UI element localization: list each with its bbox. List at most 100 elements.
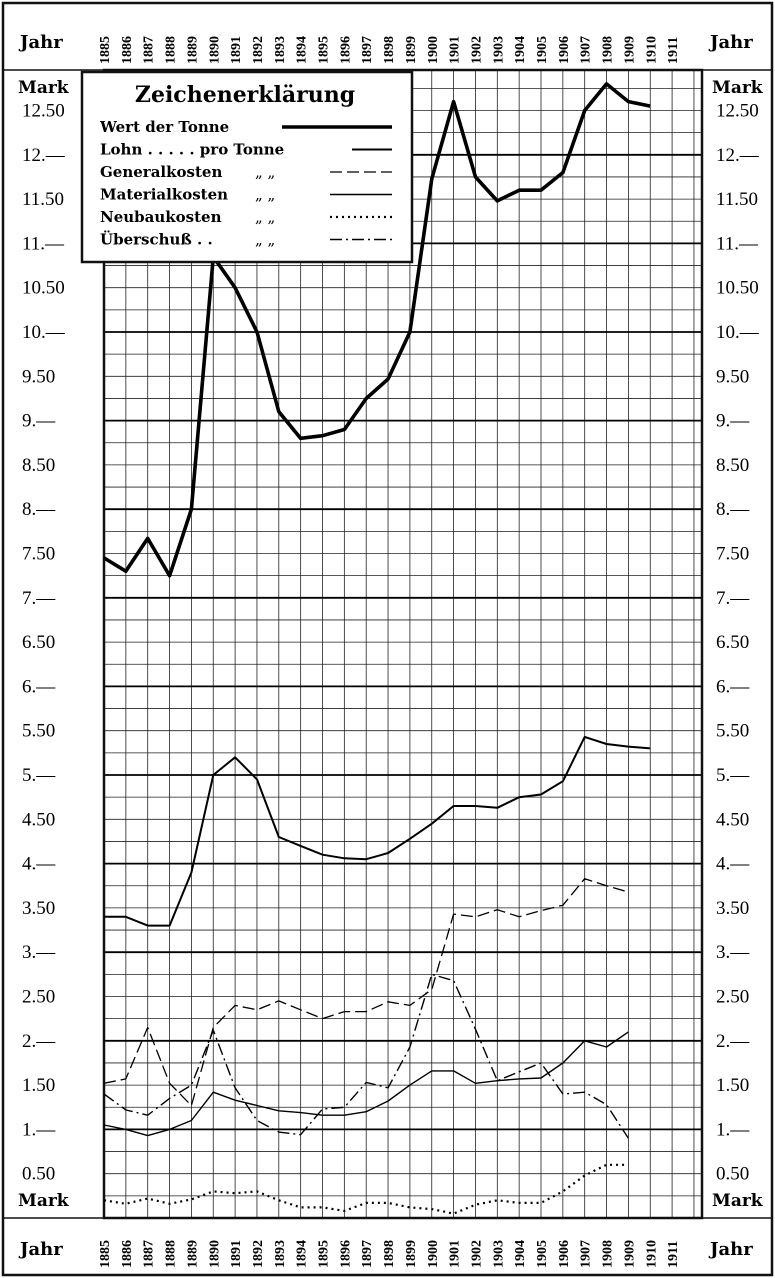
x-tick-label-top: 1894	[295, 36, 310, 64]
x-tick-label-bottom: 1907	[579, 1240, 594, 1268]
y-tick-label-left: 2.—	[22, 1031, 56, 1052]
y-tick-label-right: 2.50	[716, 987, 749, 1008]
y-tick-label-right: 11.50	[716, 189, 758, 210]
x-tick-label-bottom: 1887	[142, 1240, 157, 1268]
x-tick-label-top: 1898	[382, 36, 397, 64]
y-tick-label-right: 4.—	[716, 854, 750, 875]
y-tick-label-left: 10.50	[22, 278, 65, 299]
x-tick-label-bottom: 1903	[491, 1240, 506, 1268]
y-tick-label-left: 11.50	[22, 189, 64, 210]
y-tick-label-right: 9.50	[716, 366, 749, 387]
y-tick-label-left: 10.—	[22, 322, 66, 343]
legend-entry-label: Lohn . . . . . pro Tonne	[100, 141, 284, 159]
y-label-bottom-left: Mark	[18, 1191, 70, 1211]
y-label-top-right: Mark	[712, 78, 764, 98]
legend-box	[80, 70, 414, 264]
x-tick-label-top: 1903	[491, 36, 506, 64]
series-line-2	[103, 878, 629, 1107]
x-tick-label-top: 1902	[469, 36, 484, 64]
x-tick-label-top: 1890	[207, 36, 222, 64]
x-tick-label-bottom: 1906	[557, 1240, 572, 1268]
y-label-top-left: Mark	[18, 78, 70, 98]
x-tick-label-top: 1909	[622, 36, 637, 64]
x-tick-label-top: 1892	[251, 36, 266, 64]
y-tick-label-left: 3.50	[22, 898, 55, 919]
legend-entry-unit: „ „	[255, 186, 275, 204]
y-tick-label-right: 9.—	[716, 411, 750, 432]
x-tick-label-top: 1887	[142, 36, 157, 64]
x-tick-label-top: 1901	[448, 36, 463, 64]
y-tick-label-right: 5.—	[716, 765, 750, 786]
y-tick-label-right: 5.50	[716, 721, 749, 742]
y-tick-label-left: 6.50	[22, 632, 55, 653]
y-tick-label-right: 2.—	[716, 1031, 750, 1052]
x-tick-label-bottom: 1908	[601, 1240, 616, 1268]
y-tick-label-right: 1.50	[716, 1075, 749, 1096]
y-tick-label-right: 6.50	[716, 632, 749, 653]
y-tick-label-right: 7.—	[716, 588, 750, 609]
y-tick-label-right: 11.—	[716, 233, 759, 254]
y-tick-label-right: 3.—	[716, 942, 750, 963]
x-tick-label-top: 1907	[579, 36, 594, 64]
series-line-5	[103, 973, 629, 1139]
x-tick-label-bottom: 1905	[535, 1240, 550, 1268]
x-tick-label-bottom: 1885	[98, 1240, 113, 1268]
y-tick-label-left: 7.—	[22, 588, 56, 609]
x-tick-label-bottom: 1911	[666, 1241, 681, 1268]
x-tick-label-top: 1888	[164, 36, 179, 64]
x-label-bottom-right: Jahr	[708, 1239, 753, 1260]
y-tick-label-left: 8.—	[22, 499, 56, 520]
x-tick-label-top: 1886	[120, 36, 135, 64]
x-label-bottom-left: Jahr	[18, 1239, 63, 1260]
x-tick-label-bottom: 1891	[229, 1240, 244, 1268]
x-tick-label-top: 1910	[644, 36, 659, 64]
y-tick-label-left: 4.50	[22, 809, 55, 830]
legend-entry-label: Neubaukosten	[100, 208, 222, 226]
x-tick-label-bottom: 1910	[644, 1240, 659, 1268]
y-tick-label-left: 9.—	[22, 411, 56, 432]
x-tick-label-top: 1905	[535, 36, 550, 64]
x-label-top-right: Jahr	[708, 32, 753, 53]
x-tick-label-bottom: 1904	[513, 1240, 528, 1268]
series-line-4	[103, 1163, 629, 1215]
x-tick-label-top: 1889	[185, 36, 200, 64]
y-tick-label-right: 8.—	[716, 499, 750, 520]
y-tick-label-left: 5.—	[22, 765, 56, 786]
x-tick-label-bottom: 1888	[164, 1240, 179, 1268]
y-label-bottom-right: Mark	[712, 1191, 764, 1211]
legend-entry-unit: „ „	[255, 231, 275, 249]
x-tick-label-top: 1899	[404, 36, 419, 64]
y-tick-label-right: 8.50	[716, 455, 749, 476]
y-tick-label-left: 5.50	[22, 721, 55, 742]
x-tick-label-bottom: 1892	[251, 1240, 266, 1268]
x-tick-label-bottom: 1893	[273, 1240, 288, 1268]
legend-entry-label: Überschuß . .	[100, 230, 213, 249]
x-tick-label-bottom: 1894	[295, 1240, 310, 1268]
y-tick-label-left: 4.—	[22, 854, 56, 875]
y-tick-label-left: 1.50	[22, 1075, 55, 1096]
y-tick-label-left: 8.50	[22, 455, 55, 476]
legend-entry-label: Materialkosten	[100, 186, 228, 204]
x-tick-label-top: 1897	[360, 36, 375, 64]
x-tick-label-top: 1900	[426, 36, 441, 64]
x-tick-label-bottom: 1897	[360, 1240, 375, 1268]
series-line-1	[104, 735, 651, 927]
legend-entry-label: Generalkosten	[100, 163, 222, 181]
x-tick-label-bottom: 1901	[448, 1240, 463, 1268]
legend-entry-unit: „ „	[255, 163, 275, 181]
x-tick-label-bottom: 1895	[317, 1240, 332, 1268]
x-tick-label-bottom: 1889	[185, 1240, 200, 1268]
y-tick-label-left: 1.—	[22, 1119, 56, 1140]
x-tick-label-bottom: 1896	[338, 1240, 353, 1268]
y-tick-label-right: 0.50	[716, 1164, 749, 1185]
y-tick-label-left: 9.50	[22, 366, 55, 387]
y-tick-label-right: 3.50	[716, 898, 749, 919]
x-tick-label-top: 1911	[666, 37, 681, 64]
y-tick-label-right: 1.—	[716, 1119, 750, 1140]
x-tick-label-top: 1895	[317, 36, 332, 64]
x-tick-label-top: 1896	[338, 36, 353, 64]
y-tick-label-right: 7.50	[716, 544, 749, 565]
x-tick-label-bottom: 1890	[207, 1240, 222, 1268]
